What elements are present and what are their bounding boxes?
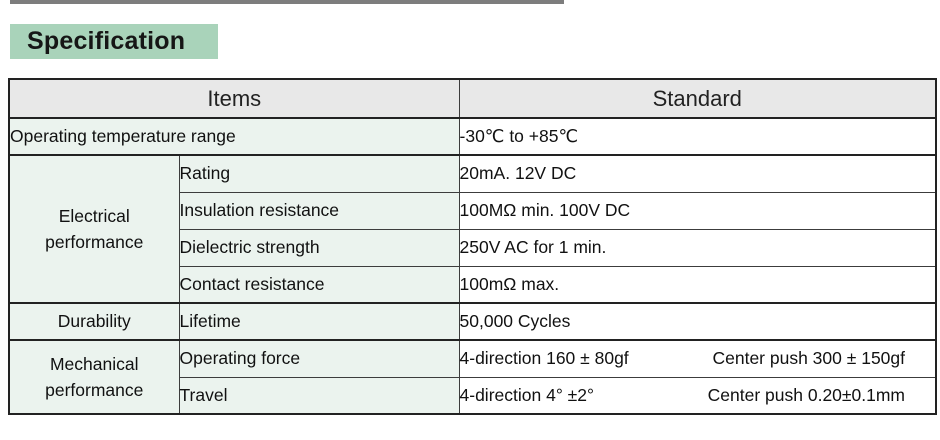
column-header-items: Items [8,78,460,119]
table-row-contact-resistance: Contact resistance 100mΩ max. [9,265,937,304]
value-rating: 20mA. 12V DC [458,154,937,193]
table-row-operating-temperature: Operating temperature range -30℃ to +85℃ [8,117,937,156]
value-travel-center-push: Center push 0.20±0.1mm [707,384,906,405]
value-travel: 4-direction 4° ±2° Center push 0.20±0.1m… [458,376,937,415]
item-travel: Travel [178,376,460,415]
table-row-travel: Travel 4-direction 4° ±2° Center push 0.… [9,376,937,415]
value-dielectric-strength: 250V AC for 1 min. [458,228,937,267]
table-row-rating: Electrical performance Rating 20mA. 12V … [8,154,937,304]
item-rating: Rating [178,154,460,193]
item-operating-temperature: Operating temperature range [8,117,460,156]
table-header-row: Items Standard [8,78,937,119]
top-divider-bar [10,0,564,4]
item-insulation-resistance: Insulation resistance [178,191,460,230]
value-travel-4direction: 4-direction 4° ±2° [459,384,595,405]
item-contact-resistance: Contact resistance [178,265,460,304]
item-dielectric-strength: Dielectric strength [178,228,460,267]
item-operating-force: Operating force [178,339,460,378]
item-lifetime: Lifetime [178,302,460,341]
group-durability: Durability [8,302,180,341]
specification-table: Items Standard Operating temperature ran… [8,78,938,415]
value-lifetime: 50,000 Cycles [458,302,937,341]
column-header-standard: Standard [458,78,937,119]
section-heading-label: Specification [27,27,186,55]
table-row-operating-force: Mechanical performance Operating force 4… [8,339,937,415]
group-mechanical-performance: Mechanical performance [8,339,180,415]
value-contact-resistance: 100mΩ max. [458,265,937,304]
table-row-insulation-resistance: Insulation resistance 100MΩ min. 100V DC [9,191,937,230]
section-heading: Specification [10,24,218,59]
value-operating-force: 4-direction 160 ± 80gf Center push 300 ±… [458,339,937,378]
value-operating-temperature: -30℃ to +85℃ [458,117,937,156]
value-insulation-resistance: 100MΩ min. 100V DC [458,191,937,230]
table-row-dielectric-strength: Dielectric strength 250V AC for 1 min. [9,228,937,267]
value-operating-force-center-push: Center push 300 ± 150gf [712,348,906,369]
group-electrical-performance: Electrical performance [8,154,180,304]
table-row-lifetime: Durability Lifetime 50,000 Cycles [8,302,937,341]
value-operating-force-4direction: 4-direction 160 ± 80gf [459,348,629,369]
